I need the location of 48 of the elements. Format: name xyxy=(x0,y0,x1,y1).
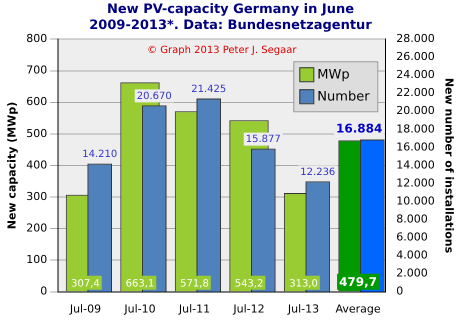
data-label: 663,1 xyxy=(126,278,154,290)
y-tick-label: 300 xyxy=(26,190,48,203)
y-tick-label: 800 xyxy=(26,32,48,46)
y2-tick-label: 10.000 xyxy=(396,194,435,208)
x-tick-label: Jul-10 xyxy=(123,302,156,316)
y-axis-title: New capacity (MWp) xyxy=(5,102,18,230)
y-tick-label: 0 xyxy=(40,284,48,298)
legend-label: MWp xyxy=(317,68,350,83)
x-tick-label: Jul-13 xyxy=(286,302,320,316)
y-tick-label: 100 xyxy=(26,253,48,266)
y2-tick-label: 24.000 xyxy=(396,68,435,82)
y2-tick-label: 6.000 xyxy=(396,230,428,244)
y2-tick-label: 8.000 xyxy=(396,212,428,226)
y2-tick-label: 14.000 xyxy=(396,158,435,172)
y2-tick-label: 16.000 xyxy=(396,140,435,154)
y2-tick-label: 20.000 xyxy=(396,104,435,118)
data-label: 543,2 xyxy=(234,278,264,290)
y-tick-label: 700 xyxy=(26,64,48,77)
x-tick-label: Jul-09 xyxy=(68,302,102,316)
data-label: 21.425 xyxy=(191,84,226,96)
y2-tick-label: 26.000 xyxy=(396,50,435,64)
y2-tick-label: 2.000 xyxy=(396,266,428,280)
data-label: 16.884 xyxy=(336,122,382,136)
y-tick-label: 400 xyxy=(26,158,48,172)
y2-tick-label: 0 xyxy=(396,284,404,298)
y-tick-label: 600 xyxy=(26,95,48,108)
x-tick-label: Jul-12 xyxy=(232,302,265,316)
y2-tick-label: 12.000 xyxy=(396,176,435,190)
x-tick-label: Jul-11 xyxy=(178,302,210,316)
y2-tick-label: 4.000 xyxy=(396,248,428,262)
data-label: 313,0 xyxy=(289,278,318,290)
x-tick-label: Average xyxy=(335,302,381,316)
y-tick-label: 200 xyxy=(26,222,48,235)
legend-label: Number xyxy=(317,90,370,105)
data-label: 307,4 xyxy=(71,278,100,290)
annotation: © Graph 2013 Peter J. Segaar xyxy=(147,44,298,56)
chart-title: New PV-capacity Germany in June 2009-2013*. Data: Bundesnetzagentur xyxy=(89,2,372,33)
y2-tick-label: 18.000 xyxy=(396,122,435,136)
data-label: 571,8 xyxy=(180,278,209,290)
data-label: 14.210 xyxy=(82,149,118,160)
y-tick-label: 500 xyxy=(26,126,48,140)
data-label: 479,7 xyxy=(339,274,378,289)
y2-axis-title: New number of installations xyxy=(442,78,456,254)
y2-tick-label: 28.000 xyxy=(396,32,435,46)
data-label: 15.877 xyxy=(246,134,281,146)
data-label: 20.670 xyxy=(136,90,172,102)
y2-tick-label: 22.000 xyxy=(396,86,435,100)
data-label: 12.236 xyxy=(300,167,336,178)
